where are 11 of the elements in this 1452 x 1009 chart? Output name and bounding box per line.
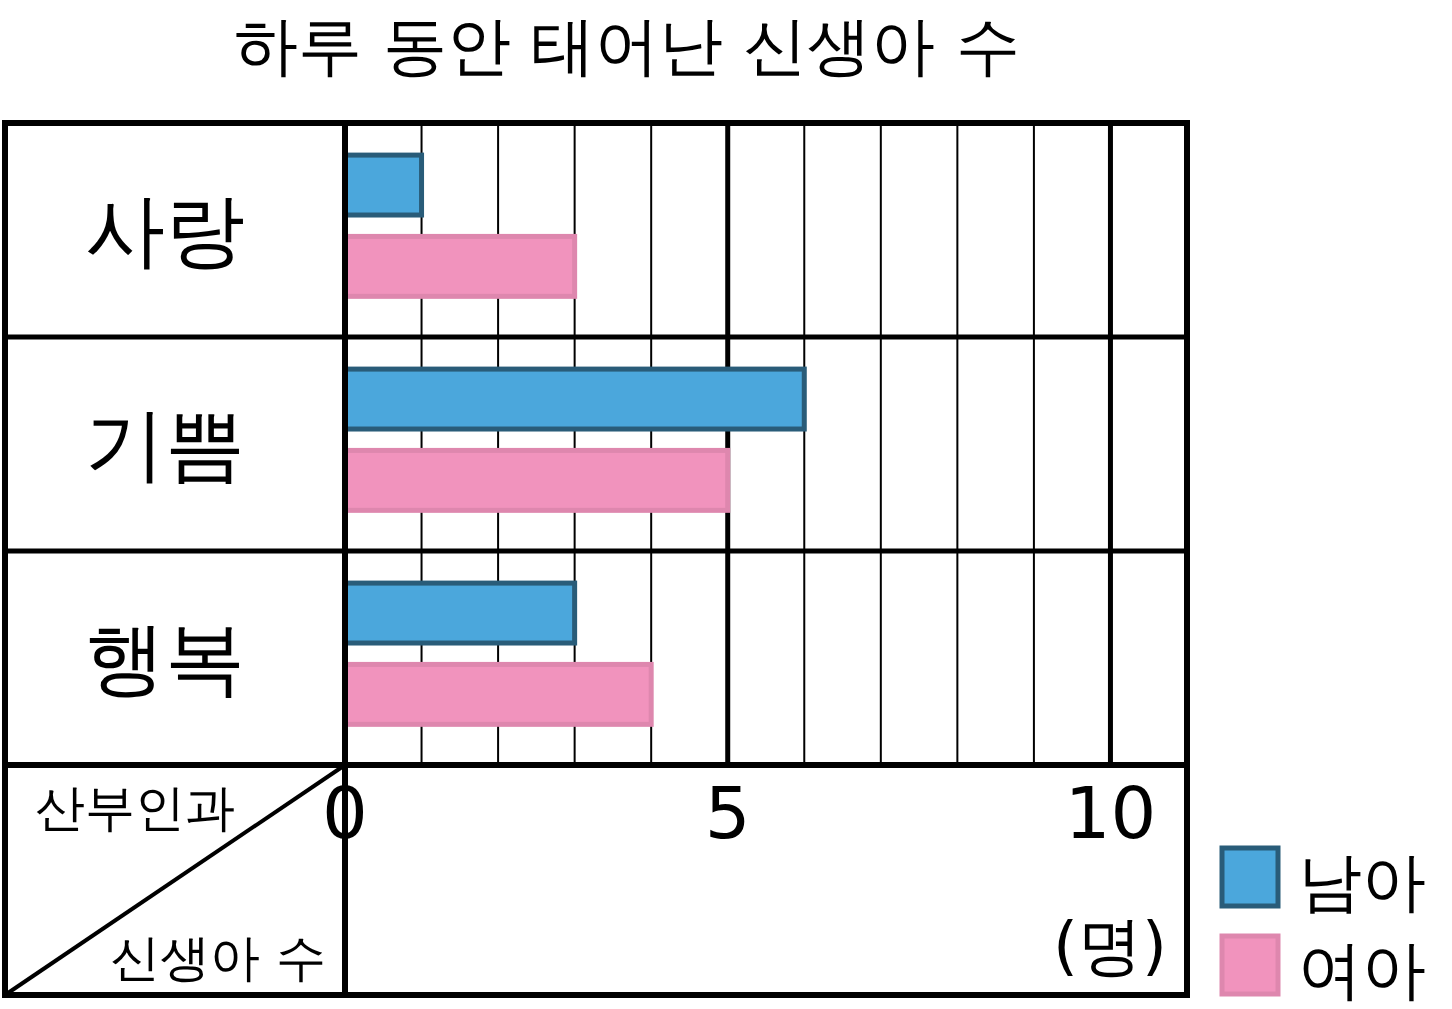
y-tick-label: 기쁨	[85, 398, 245, 491]
legend-label: 남아	[1298, 845, 1426, 919]
x-tick-label: 10	[1064, 771, 1157, 855]
chart-title: 하루 동안 태어난 신생아 수	[234, 9, 1020, 83]
y-tick-label: 사랑	[85, 184, 245, 277]
x-tick-label: 5	[704, 771, 751, 855]
text: (명)	[1053, 909, 1167, 983]
y-axis-title: 산부인과	[35, 779, 235, 837]
x-axis-title: 신생아 수	[110, 929, 326, 987]
legend-label: 여아	[1298, 933, 1426, 1007]
y-tick-label: 행복	[85, 612, 245, 705]
